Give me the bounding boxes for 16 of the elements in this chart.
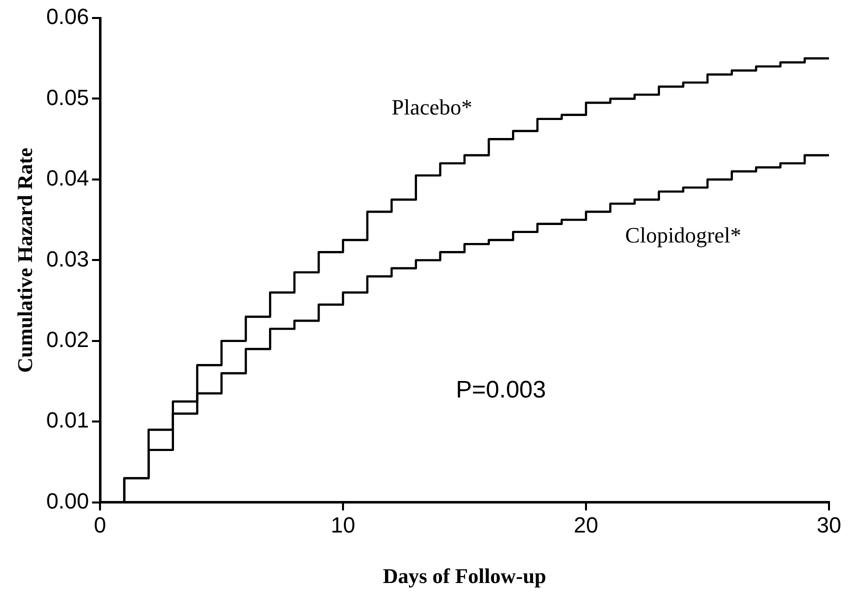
y-tick-label: 0.05 <box>46 84 90 110</box>
y-tick-label: 0.06 <box>46 4 90 30</box>
x-tick-label: 10 <box>330 512 356 538</box>
y-tick-label: 0.01 <box>46 408 90 433</box>
series-label: Clopidogrel* <box>625 222 742 248</box>
x-axis-title: Days of Follow-up <box>382 564 546 588</box>
y-tick-label: 0.03 <box>46 246 90 272</box>
x-tick-label: 0 <box>94 512 106 538</box>
y-tick-label: 0.04 <box>46 166 90 191</box>
annotation: P=0.003 <box>456 376 546 404</box>
y-axis-title: Cumulative Hazard Rate <box>13 148 38 373</box>
y-tick-label: 0.02 <box>46 326 90 352</box>
x-tick-label: 30 <box>816 512 842 538</box>
y-tick-label: 0.00 <box>46 488 90 514</box>
x-tick-label: 20 <box>574 512 598 538</box>
series-label: Placebo* <box>392 94 472 120</box>
